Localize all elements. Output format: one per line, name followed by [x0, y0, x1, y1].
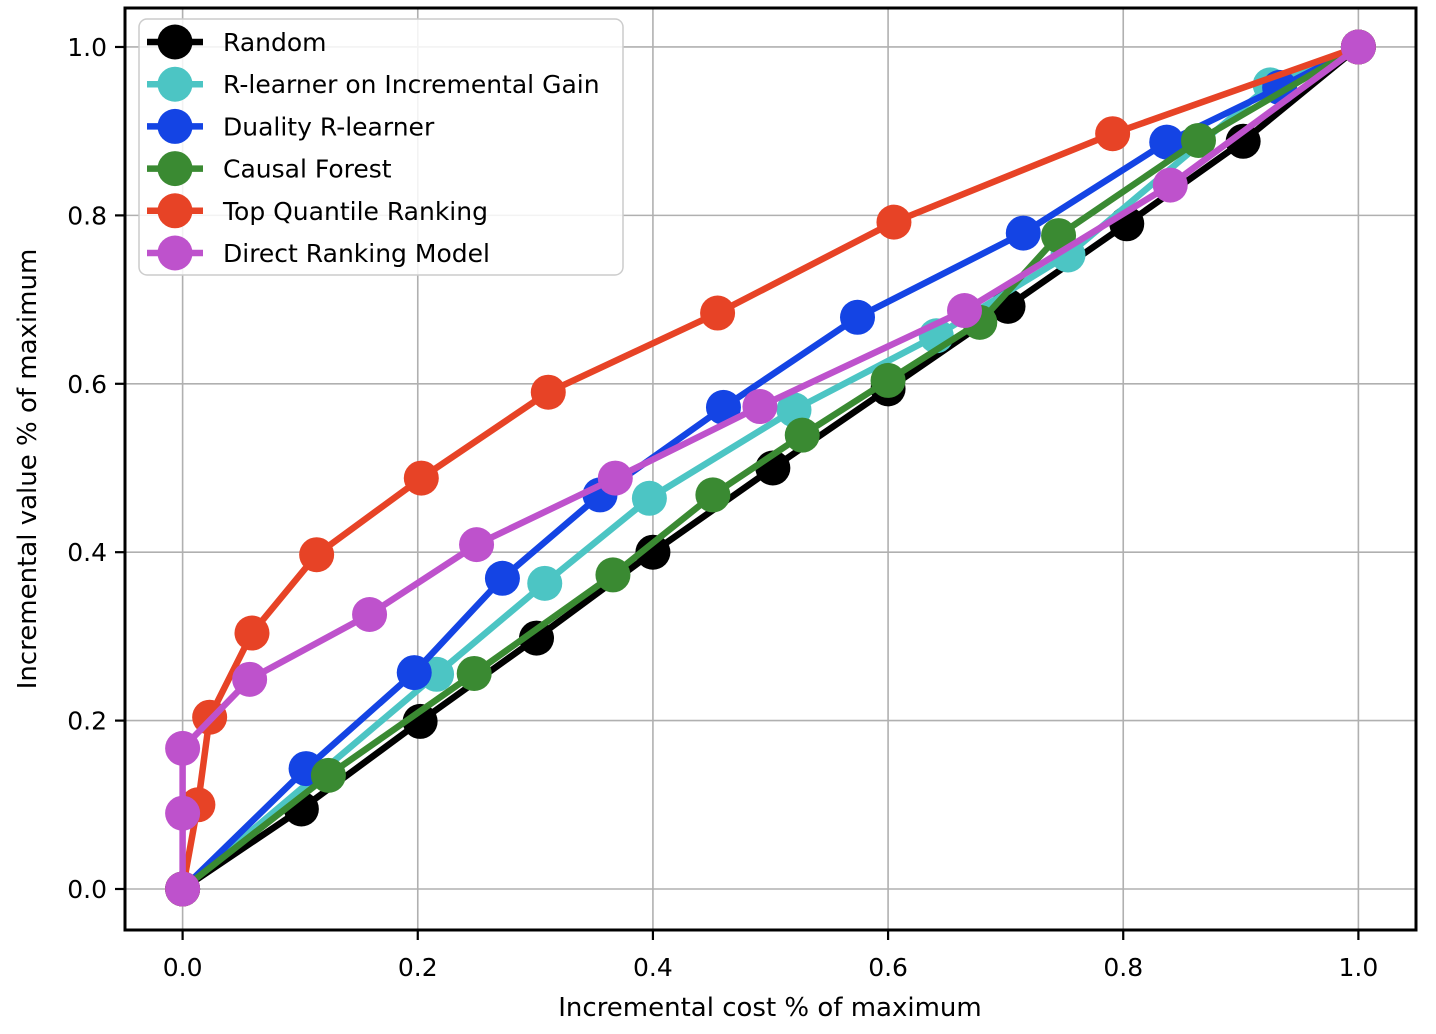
legend: Random R-learner on Incremental Gain Duali…	[138, 18, 624, 276]
legend-marker-causal-forest	[157, 151, 193, 187]
y-tick-label: 0.8	[67, 201, 107, 230]
marker-direct-ranking-model	[165, 795, 201, 831]
x-tick-label: 0.6	[868, 953, 908, 982]
marker-r-learner-on-incremental-gain	[631, 480, 667, 516]
legend-label-duality-r-learner: Duality R-learner	[223, 112, 435, 141]
legend-label-top-quantile-ranking: Top Quantile Ranking	[222, 197, 488, 226]
legend-marker-r-learner-on-incremental-gain	[157, 66, 193, 102]
legend-marker-duality-r-learner	[157, 108, 193, 144]
marker-top-quantile-ranking	[876, 204, 912, 240]
marker-r-learner-on-incremental-gain	[527, 565, 563, 601]
legend-box	[138, 18, 624, 276]
marker-direct-ranking-model	[742, 389, 778, 425]
x-tick-label: 0.4	[633, 953, 673, 982]
marker-causal-forest	[595, 557, 631, 593]
legend-marker-top-quantile-ranking	[157, 193, 193, 229]
legend-marker-random	[157, 24, 193, 60]
marker-duality-r-learner	[484, 560, 520, 596]
marker-duality-r-learner	[705, 389, 741, 425]
marker-direct-ranking-model	[165, 730, 201, 766]
plot-border	[123, 6, 1418, 932]
marker-causal-forest	[695, 477, 731, 513]
marker-top-quantile-ranking	[234, 615, 270, 651]
legend-marker-direct-ranking-model	[157, 235, 193, 271]
legend-label-causal-forest: Causal Forest	[223, 155, 392, 184]
marker-direct-ranking-model	[459, 527, 495, 563]
y-tick-label: 0.6	[67, 370, 107, 399]
marker-random	[402, 703, 438, 739]
marker-top-quantile-ranking	[299, 537, 335, 573]
y-axis-label: Incremental value % of maximum	[13, 249, 43, 690]
legend-entry-duality-r-learner: Duality R-learner	[147, 108, 435, 144]
marker-random	[519, 620, 555, 656]
marker-top-quantile-ranking	[403, 460, 439, 496]
marker-direct-ranking-model	[165, 871, 201, 907]
marker-direct-ranking-model	[1340, 29, 1376, 65]
legend-label-r-learner-on-incremental-gain: R-learner on Incremental Gain	[223, 70, 600, 99]
x-tick-label: 0.0	[163, 953, 203, 982]
x-tick-label: 1.0	[1339, 953, 1379, 982]
marker-direct-ranking-model	[352, 596, 388, 632]
marker-direct-ranking-model	[1152, 167, 1188, 203]
legend-label-random: Random	[223, 28, 327, 57]
marker-direct-ranking-model	[232, 661, 268, 697]
marker-causal-forest	[1180, 122, 1216, 158]
marker-direct-ranking-model	[597, 460, 633, 496]
x-axis-label: Incremental cost % of maximum	[558, 993, 981, 1023]
marker-causal-forest	[310, 757, 346, 793]
marker-top-quantile-ranking	[1095, 116, 1131, 152]
marker-causal-forest	[456, 655, 492, 691]
legend-entry-direct-ranking-model: Direct Ranking Model	[147, 235, 490, 271]
y-tick-label: 1.0	[67, 33, 107, 62]
y-tick-label: 0.2	[67, 707, 107, 736]
series-layer	[165, 29, 1376, 907]
marker-direct-ranking-model	[947, 293, 983, 329]
marker-random	[1225, 123, 1261, 159]
legend-entry-top-quantile-ranking: Top Quantile Ranking	[147, 193, 488, 229]
legend-label-direct-ranking-model: Direct Ranking Model	[223, 239, 490, 268]
marker-duality-r-learner	[1149, 124, 1185, 160]
axes-layer: 0.0 0.0 0.2 0.2 0.4 0.4 0.6 0.6 0.8 0.8 1.0 1.0	[67, 6, 1418, 982]
marker-duality-r-learner	[396, 655, 432, 691]
marker-top-quantile-ranking	[530, 374, 566, 410]
y-tick-label: 0.4	[67, 538, 107, 567]
marker-random	[635, 534, 671, 570]
y-tick-label: 0.0	[67, 875, 107, 904]
legend-entry-causal-forest: Causal Forest	[147, 151, 392, 187]
marker-duality-r-learner	[1005, 215, 1041, 251]
legend-entry-random: Random	[147, 24, 327, 60]
marker-causal-forest	[870, 362, 906, 398]
legend-entry-r-learner-on-incremental-gain: R-learner on Incremental Gain	[147, 66, 600, 102]
marker-duality-r-learner	[840, 299, 876, 335]
marker-top-quantile-ranking	[700, 295, 736, 331]
x-tick-label: 0.2	[398, 953, 438, 982]
x-tick-label: 0.8	[1103, 953, 1143, 982]
marker-causal-forest	[784, 417, 820, 453]
